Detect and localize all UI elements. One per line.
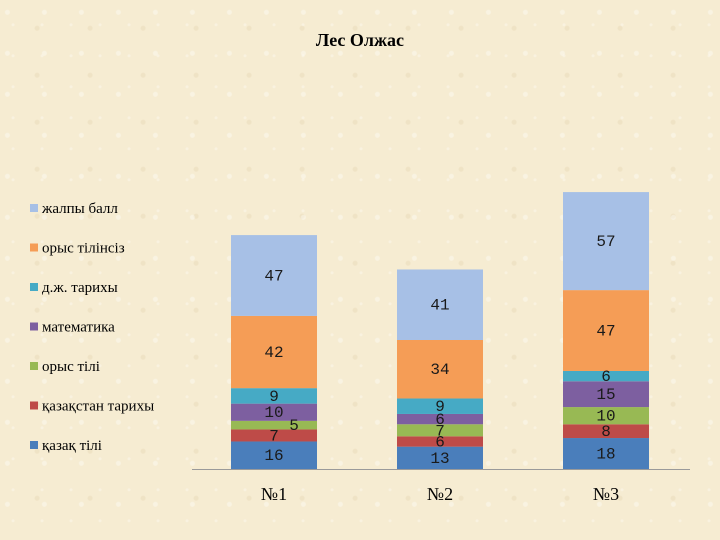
bar-segment-2-6 [397,340,483,399]
data-label: 9 [269,388,279,406]
data-label: 15 [596,386,615,404]
data-label: 47 [596,323,615,341]
data-label: 57 [596,233,615,251]
data-label: 8 [601,423,611,441]
data-label: 13 [430,450,449,468]
bar-segment-2-2 [397,436,483,447]
bar-segment-3-2 [563,424,649,439]
legend-label: орыс тілінсіз [42,241,125,257]
data-label: 18 [596,446,615,464]
legend-swatch [30,204,38,212]
bar-segment-1-2 [231,429,317,442]
legend-label: математика [42,320,115,336]
bar-segment-3-1 [563,438,649,469]
data-label: 47 [264,268,283,286]
bar-segment-1-1 [231,441,317,469]
legend-label: қазақ тілі [42,438,102,454]
bar-segment-1-6 [231,315,317,389]
data-label: 7 [435,422,445,440]
legend-label: орыс тілі [42,359,100,375]
category-label: №3 [593,484,619,504]
bar-segment-2-5 [397,398,483,414]
bar-segment-1-4 [231,403,317,421]
data-label: 42 [264,344,283,362]
legend-label: жалпы балл [41,201,118,217]
data-label: 6 [601,368,611,386]
legend-swatch [30,362,38,370]
chart-title: Лес Олжас [316,30,404,50]
bar-segment-2-4 [397,413,483,425]
legend-label: қазақстан тарихы [42,399,154,415]
bar-segment-1-7 [231,235,317,316]
legend-swatch [30,322,38,331]
data-label: 9 [435,398,445,416]
data-label: 34 [430,361,449,379]
bar-segment-1-3 [231,420,317,430]
legend-swatch [30,243,38,252]
data-label: 10 [596,408,615,426]
category-label: №1 [261,484,287,504]
bar-segment-3-7 [563,192,649,291]
legend-label: д.ж. тарихы [42,280,118,296]
category-label: №2 [427,484,453,504]
bar-segment-3-5 [563,370,649,382]
data-label: 16 [264,447,283,465]
data-label: 5 [289,417,299,435]
data-label: 10 [264,404,283,422]
bar-segment-1-5 [231,388,317,404]
legend-swatch [30,283,38,291]
bar-segment-2-7 [397,269,483,340]
bar-segment-3-6 [563,290,649,371]
legend: жалпы балл орыс тілінсіз д.ж. тарихы матема… [30,201,154,454]
bar-segment-2-1 [397,446,483,469]
legend-swatch [30,441,38,449]
legend-swatch [30,401,38,410]
data-label: 7 [269,428,279,446]
bar-segment-3-3 [563,407,649,425]
data-label: 6 [435,411,445,429]
data-label: 6 [435,434,445,452]
data-label: 41 [430,297,449,315]
bar-segment-2-3 [397,424,483,437]
bar-segment-3-4 [563,381,649,408]
